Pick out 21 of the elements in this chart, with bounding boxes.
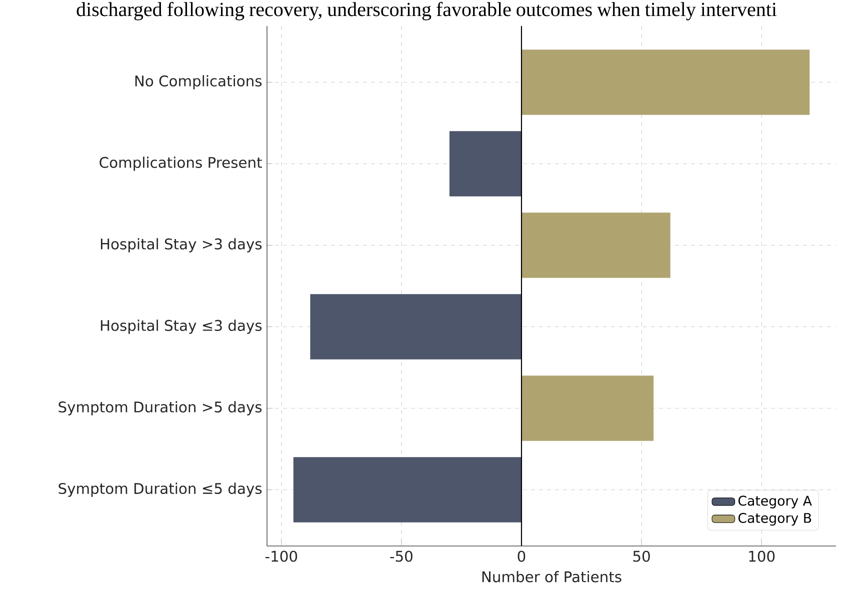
y-tick-label: Symptom Duration ≤5 days: [58, 482, 262, 497]
y-tick-label: No Complications: [135, 75, 262, 90]
legend-label: Category B: [738, 512, 812, 526]
bar: [521, 376, 654, 441]
y-tick-label: Hospital Stay ≤3 days: [100, 320, 262, 334]
x-tick-label: -50: [390, 550, 412, 562]
x-tick-label: -100: [265, 550, 298, 562]
legend-label: Category A: [738, 496, 812, 508]
y-tick-label: Complications Present: [100, 156, 262, 171]
y-tick-label: Hospital Stay >3 days: [100, 238, 262, 252]
x-tick-label: 0: [518, 550, 526, 562]
x-axis-title: Number of Patients: [482, 570, 622, 582]
bar: [449, 131, 522, 196]
x-tick-label: 50: [633, 550, 650, 562]
x-tick-label: 100: [749, 550, 775, 562]
bar: [293, 457, 522, 522]
y-tick-label: Symptom Duration >5 days: [58, 401, 262, 416]
bar: [310, 294, 522, 360]
bar: [521, 50, 810, 115]
bar: [521, 212, 670, 278]
chart-title: discharged following recovery, underscoring favorable outcomes when timely interventi: [76, 2, 777, 20]
